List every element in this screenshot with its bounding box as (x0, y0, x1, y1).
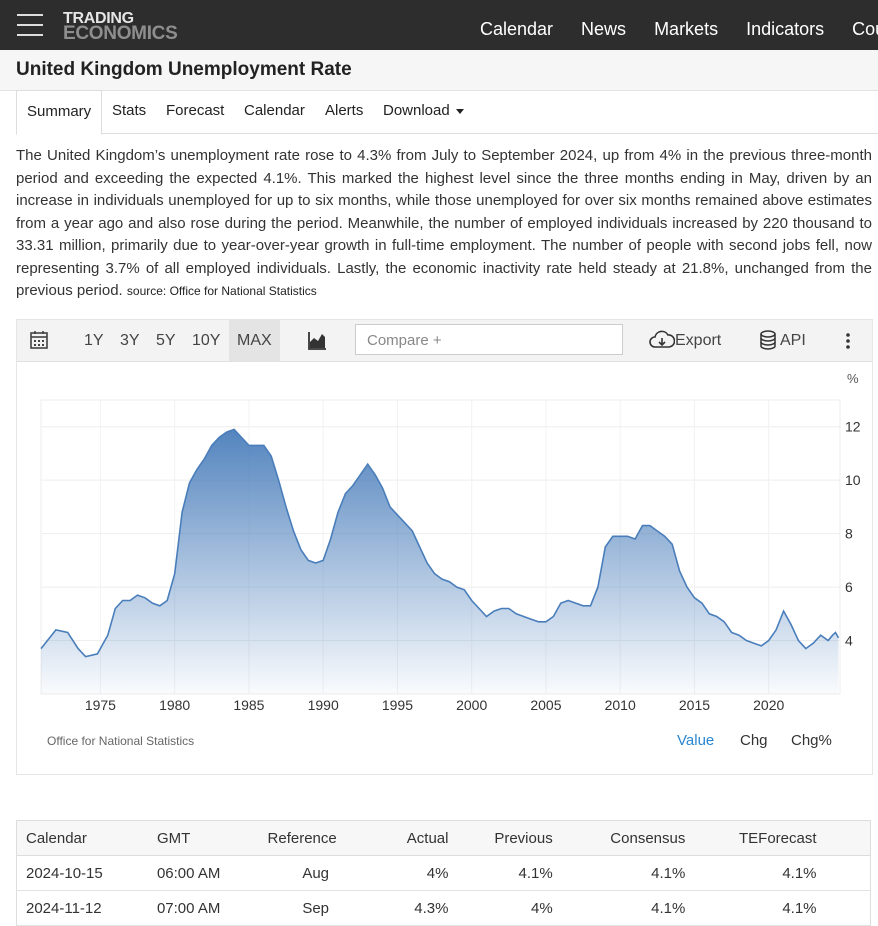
tab-bar: Summary Stats Forecast Calendar Alerts D… (16, 90, 878, 135)
col-consensus: Consensus (561, 820, 695, 856)
cell-gmt: 07:00 AM (147, 890, 259, 926)
y-tick-label: 6 (845, 579, 853, 595)
main-nav: Calendar News Markets Indicators Cou (466, 0, 878, 50)
export-label: Export (675, 332, 722, 349)
cell-teforecast: 4.1% (694, 855, 826, 891)
hamburger-menu-icon[interactable] (17, 14, 43, 36)
api-label: API (780, 332, 806, 349)
range-10y[interactable]: 10Y (192, 332, 221, 349)
summary-description: The United Kingdom’s unemployment rate r… (16, 145, 872, 303)
table-row[interactable]: 2024-11-12 07:00 AM Sep 4.3% 4% 4.1% 4.1… (16, 890, 871, 926)
nav-news[interactable]: News (581, 19, 627, 39)
nav-markets[interactable]: Markets (654, 19, 719, 39)
description-text: The United Kingdom’s unemployment rate r… (16, 147, 872, 299)
col-reference: Reference (258, 820, 373, 856)
cell-gmt: 06:00 AM (147, 855, 259, 891)
y-tick-label: 10 (845, 472, 861, 488)
col-teforecast: TEForecast (694, 820, 826, 856)
cell-previous: 4% (457, 890, 562, 926)
title-bar: United Kingdom Unemployment Rate (0, 50, 878, 91)
tab-alerts[interactable]: Alerts (325, 102, 364, 119)
x-tick-label: 2015 (679, 697, 710, 713)
y-tick-label: 4 (845, 633, 853, 649)
cell-consensus: 4.1% (561, 855, 695, 891)
cell-teforecast: 4.1% (694, 890, 826, 926)
logo-line1: TRADING (63, 10, 134, 27)
x-tick-label: 2000 (456, 697, 487, 713)
compare-input[interactable]: Compare + (355, 324, 623, 355)
top-navbar: TRADING ECONOMICS Calendar News Markets Ind… (0, 0, 878, 50)
chart-toolbar: 1Y 3Y 5Y 10Y MAX Compare + Export API (17, 320, 872, 362)
x-tick-label: 1995 (382, 697, 413, 713)
calendar-icon[interactable] (29, 320, 49, 361)
x-tick-label: 1980 (159, 697, 190, 713)
col-gmt: GMT (147, 820, 259, 856)
cell-reference: Sep (258, 890, 373, 926)
nav-countries[interactable]: Cou (852, 19, 878, 39)
x-tick-label: 2005 (530, 697, 561, 713)
chart-source[interactable]: Office for National Statistics (47, 734, 195, 748)
tab-forecast[interactable]: Forecast (166, 102, 225, 119)
mode-chg[interactable]: Chg (740, 732, 768, 749)
range-5y[interactable]: 5Y (156, 332, 176, 349)
x-tick-label: 1975 (85, 697, 116, 713)
unit-label: % (847, 371, 859, 386)
table-row[interactable]: 2024-10-15 06:00 AM Aug 4% 4.1% 4.1% 4.1… (16, 855, 871, 891)
export-button[interactable]: Export (649, 320, 721, 361)
y-tick-label: 8 (845, 526, 853, 542)
col-calendar: Calendar (16, 820, 148, 856)
mode-value[interactable]: Value (677, 732, 715, 749)
cell-previous: 4.1% (457, 855, 562, 891)
cell-actual: 4.3% (372, 890, 458, 926)
chart-type-icon[interactable] (307, 320, 327, 361)
calendar-table: Calendar GMT Reference Actual Previous C… (16, 820, 871, 926)
cell-date: 2024-11-12 (16, 890, 148, 926)
source-attribution: source: Office for National Statistics (126, 284, 317, 298)
more-options-icon[interactable] (843, 320, 853, 361)
caret-down-icon (455, 108, 464, 114)
x-tick-label: 1985 (233, 697, 264, 713)
cell-date: 2024-10-15 (16, 855, 148, 891)
x-tick-label: 1990 (308, 697, 339, 713)
cell-spacer (825, 855, 871, 891)
cell-actual: 4% (372, 855, 458, 891)
x-tick-label: 2010 (605, 697, 636, 713)
cell-reference: Aug (258, 855, 373, 891)
col-spacer (825, 820, 871, 856)
range-max[interactable]: MAX (229, 320, 280, 361)
nav-calendar[interactable]: Calendar (480, 19, 554, 39)
range-1y[interactable]: 1Y (84, 332, 104, 349)
col-previous: Previous (457, 820, 562, 856)
nav-indicators[interactable]: Indicators (746, 19, 825, 39)
mode-chg-pct[interactable]: Chg% (791, 732, 832, 749)
y-axis-ticks: 4 6 8 10 12 (845, 419, 861, 649)
tab-calendar[interactable]: Calendar (244, 102, 305, 119)
site-logo[interactable]: TRADING ECONOMICS (63, 10, 178, 44)
y-tick-label: 12 (845, 419, 861, 435)
tab-download[interactable]: Download (383, 90, 464, 133)
cell-spacer (825, 890, 871, 926)
series-line (40, 428, 840, 658)
tab-stats[interactable]: Stats (112, 102, 147, 119)
tab-summary[interactable]: Summary (16, 90, 103, 135)
table-header: Calendar GMT Reference Actual Previous C… (16, 820, 871, 856)
page-title: United Kingdom Unemployment Rate (16, 59, 352, 80)
series-area (41, 429, 839, 694)
api-button[interactable]: API (758, 320, 806, 361)
x-tick-label: 2020 (753, 697, 784, 713)
tab-download-label: Download (383, 102, 450, 119)
range-3y[interactable]: 3Y (120, 332, 140, 349)
col-actual: Actual (372, 820, 458, 856)
unemployment-chart: % 4 6 8 10 12 1975 1980 1985 1990 1995 2000 2005 20… (40, 371, 861, 713)
x-axis-ticks: 1975 1980 1985 1990 1995 2000 2005 2010 2015 2020 (85, 697, 785, 713)
logo-line2: ECONOMICS (63, 23, 178, 44)
chart-panel: 1Y 3Y 5Y 10Y MAX Compare + Export API % (16, 319, 873, 775)
cell-consensus: 4.1% (561, 890, 695, 926)
